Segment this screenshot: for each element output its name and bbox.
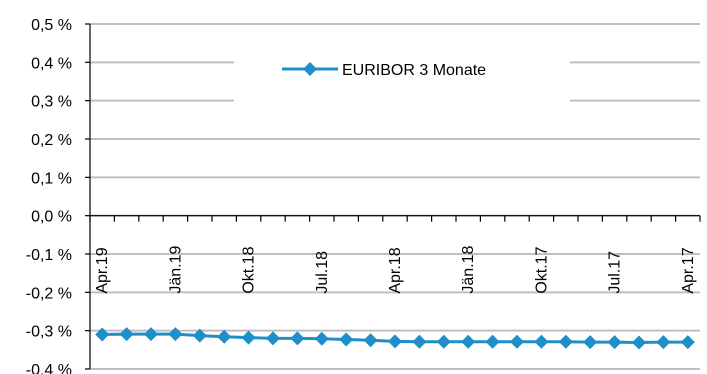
y-tick-label: -0,2 % [26, 285, 72, 302]
legend-background [234, 44, 570, 104]
y-tick-label: 0,4 % [31, 55, 72, 72]
y-tick-label: 0,3 % [31, 94, 72, 111]
data-point [95, 327, 110, 342]
data-point [388, 334, 402, 349]
data-point [339, 332, 354, 347]
data-point [656, 335, 671, 350]
data-point [485, 334, 500, 349]
x-tick-label: Jul.18 [314, 251, 331, 294]
data-point [607, 335, 622, 350]
y-tick-label: 0,2 % [31, 132, 72, 149]
data-point [558, 334, 573, 349]
y-tick-label: -0,1 % [26, 247, 72, 264]
x-tick-label: Okt.18 [241, 246, 258, 293]
legend-series-label: EURIBOR 3 Monate [342, 62, 486, 79]
y-tick-label: -0,4 % [26, 362, 72, 374]
data-point [290, 331, 305, 346]
data-point [461, 334, 476, 349]
x-tick-label: Jul.17 [607, 251, 624, 294]
x-tick-label: Apr.17 [680, 247, 697, 293]
data-point [217, 329, 232, 344]
axes [85, 23, 701, 370]
data-point [510, 334, 524, 349]
data-point [363, 333, 378, 348]
x-tick-labels: Apr.19 Jän.19 Okt.18 Jul.18 Apr.18 Jän.18 Okt.… [94, 246, 697, 294]
data-point [241, 330, 256, 345]
data-point [436, 334, 451, 349]
legend: EURIBOR 3 Monate [234, 44, 570, 104]
data-point [412, 334, 427, 349]
y-tick-label: -0,3 % [26, 324, 72, 341]
data-point [680, 335, 695, 350]
legend-series-marker [303, 62, 317, 76]
data-point [168, 327, 183, 342]
x-tick-label: Apr.18 [387, 247, 404, 293]
data-point [119, 327, 134, 342]
y-tick-label: 0,5 % [31, 17, 72, 34]
data-point [144, 327, 158, 342]
data-point [314, 331, 329, 346]
y-tick-labels: 0,5 % 0,4 % 0,3 % 0,2 % 0,1 % 0,0 % -0,1 % -0,2… [26, 17, 72, 374]
y-tick-label: 0,0 % [31, 209, 72, 226]
x-tick-label: Jän.18 [460, 246, 477, 294]
data-point [583, 335, 598, 350]
series-euribor-3m [95, 327, 695, 350]
x-tick-label: Okt.17 [533, 246, 550, 293]
x-tick-label: Jän.19 [167, 246, 184, 294]
data-point [632, 335, 646, 350]
x-tick-label: Apr.19 [94, 247, 111, 293]
data-point [266, 331, 280, 346]
data-point [534, 334, 549, 349]
data-point [192, 328, 207, 343]
y-tick-label: 0,1 % [31, 170, 72, 187]
